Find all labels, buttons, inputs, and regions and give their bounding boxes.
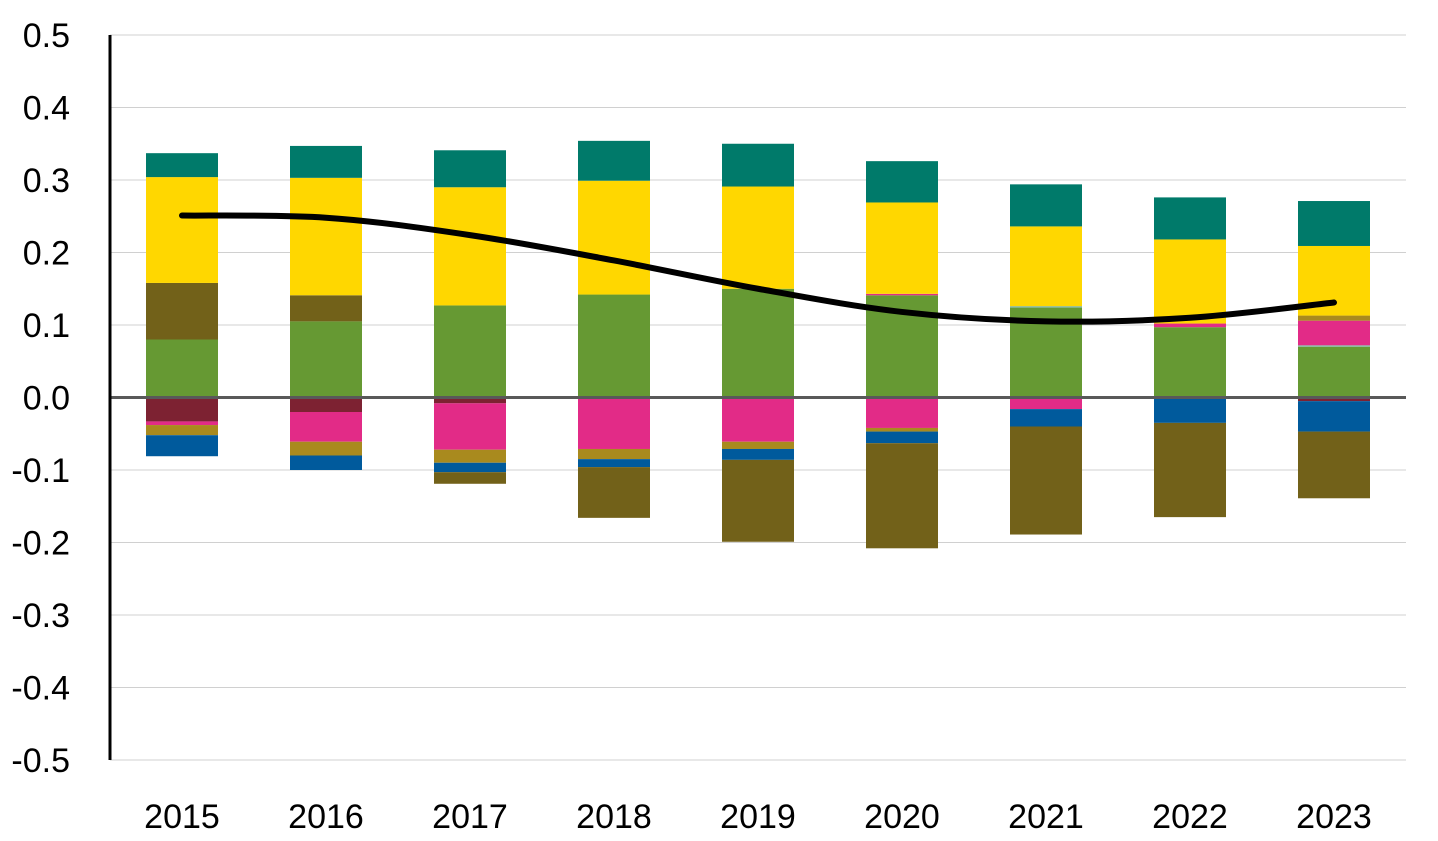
y-tick-label: -0.1	[11, 452, 70, 490]
bar-segment	[722, 143, 794, 187]
bar-segment	[1010, 226, 1082, 307]
bar-segment	[722, 186, 794, 289]
bar-segment	[1298, 401, 1370, 432]
bar-segment	[722, 441, 794, 449]
y-tick-label: 0.4	[23, 90, 70, 128]
y-tick-label: 0.0	[23, 380, 70, 418]
bar-segment	[1298, 346, 1370, 398]
y-tick-label: 0.5	[23, 17, 70, 55]
y-tick-label: -0.4	[11, 670, 70, 708]
bar-segment	[290, 397, 362, 412]
x-axis-tick-labels: 2015 2016 2017 2018 2019 2020 2021 2022 2023	[144, 798, 1372, 836]
bar-segment	[434, 150, 506, 188]
bar-segment	[578, 448, 650, 460]
bar-segment	[1298, 201, 1370, 246]
bar-segment	[866, 293, 938, 296]
bar-segment	[434, 305, 506, 398]
bar-segment	[866, 431, 938, 444]
bar-segment	[1154, 323, 1226, 328]
bar-segment	[866, 427, 938, 432]
bar-segment	[146, 282, 218, 340]
x-tick-label: 2021	[1008, 798, 1084, 836]
bar-segment	[290, 441, 362, 456]
bar-segment	[722, 459, 794, 542]
bar-segment	[146, 425, 218, 436]
x-tick-label: 2020	[864, 798, 940, 836]
bar-segment	[290, 412, 362, 442]
bar-segment	[290, 295, 362, 322]
bar-segment	[1010, 409, 1082, 427]
bar-segment	[1298, 320, 1370, 346]
bar-segment	[146, 397, 218, 422]
y-tick-label: 0.1	[23, 307, 70, 345]
x-tick-label: 2023	[1296, 798, 1372, 836]
bar-segment	[146, 153, 218, 178]
bar-segment	[434, 397, 506, 404]
bar-segment	[1298, 431, 1370, 499]
bar-segment	[578, 467, 650, 518]
bar-segment	[1154, 239, 1226, 324]
bar-segment	[578, 459, 650, 468]
bar-segment	[146, 339, 218, 398]
bar-segment	[1298, 397, 1370, 402]
bar-segment	[1010, 426, 1082, 535]
trend-line	[179, 212, 1337, 325]
y-tick-label: -0.3	[11, 597, 70, 635]
bar-segment	[1154, 327, 1226, 398]
bar-segment	[722, 397, 794, 442]
bar-segment	[866, 443, 938, 549]
bar-segment	[866, 397, 938, 428]
bar-segment	[146, 177, 218, 283]
bar-segment	[1010, 184, 1082, 227]
bar-segment	[434, 472, 506, 484]
bar-segment	[578, 180, 650, 295]
bar-segment	[434, 462, 506, 473]
x-tick-label: 2018	[576, 798, 652, 836]
bar-stacks	[146, 140, 1370, 549]
y-axis-tick-labels: 0.5 0.4 0.3 0.2 0.1 0.0 -0.1 -0.2 -0.3 -0.4 -0.5	[11, 17, 70, 780]
bar-segment	[578, 140, 650, 181]
bar-segment	[1154, 197, 1226, 240]
bar-segment	[290, 177, 362, 296]
x-tick-label: 2019	[720, 798, 796, 836]
y-tick-label: -0.5	[11, 742, 70, 780]
bar-segment	[578, 397, 650, 449]
bar-segment	[1010, 397, 1082, 410]
bar-segment	[434, 449, 506, 463]
bar-segment	[1298, 345, 1370, 347]
bar-segment	[866, 161, 938, 203]
y-tick-label: 0.2	[23, 235, 70, 273]
bar-segment	[1010, 306, 1082, 308]
bar-segment	[1154, 397, 1226, 423]
x-tick-label: 2016	[288, 798, 364, 836]
bar-segment	[866, 202, 938, 294]
bar-segment	[434, 187, 506, 306]
bar-segment	[146, 421, 218, 426]
y-tick-label: 0.3	[23, 162, 70, 200]
bar-segment	[146, 435, 218, 457]
bar-segment	[722, 448, 794, 460]
bar-segment	[290, 145, 362, 178]
x-tick-label: 2017	[432, 798, 508, 836]
x-tick-label: 2022	[1152, 798, 1228, 836]
bar-segment	[1298, 315, 1370, 321]
bar-segment	[1154, 422, 1226, 518]
bar-segment	[722, 288, 794, 398]
bar-segment	[434, 403, 506, 450]
y-tick-label: -0.2	[11, 525, 70, 563]
x-tick-label: 2015	[144, 798, 220, 836]
bar-segment	[578, 294, 650, 398]
bar-segment	[290, 455, 362, 470]
bar-segment	[290, 321, 362, 398]
